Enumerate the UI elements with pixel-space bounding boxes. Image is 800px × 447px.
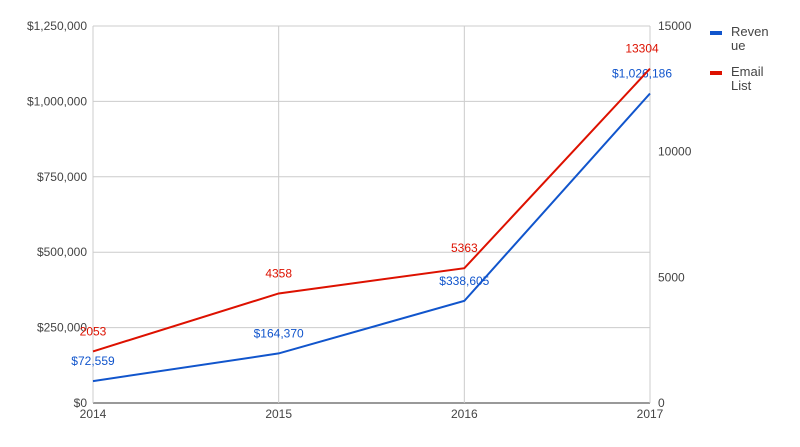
right-tick-label: 15000: [658, 19, 692, 33]
x-tick-label: 2014: [80, 407, 107, 421]
data-label: 5363: [451, 241, 478, 255]
left-tick-label: $1,000,000: [27, 94, 87, 108]
left-tick-label: $0: [74, 396, 88, 410]
right-tick-label: 0: [658, 396, 665, 410]
right-tick-label: 5000: [658, 270, 685, 284]
legend-label: Email List: [731, 64, 764, 93]
left-tick-label: $1,250,000: [27, 19, 87, 33]
right-tick-label: 10000: [658, 145, 692, 159]
data-label: 4358: [265, 266, 292, 280]
legend-item-revenue: Revenue: [710, 25, 795, 53]
data-label: $164,370: [254, 326, 304, 340]
data-label: 2053: [80, 324, 107, 338]
x-tick-label: 2016: [451, 407, 478, 421]
legend-swatch: [710, 31, 722, 35]
data-label: $1,026,186: [612, 67, 672, 81]
series-line-email-list: [92, 67, 651, 353]
x-tick-label: 2017: [637, 407, 664, 421]
legend-swatch: [710, 71, 722, 75]
series-line-revenue: [92, 92, 651, 383]
legend-item-email-list: Email List: [710, 65, 795, 93]
x-tick-label: 2015: [265, 407, 292, 421]
left-tick-label: $750,000: [37, 170, 87, 184]
data-label: 13304: [625, 42, 659, 56]
data-label: $72,559: [71, 354, 115, 368]
legend-label: Revenue: [731, 24, 769, 53]
left-tick-label: $500,000: [37, 245, 87, 259]
left-tick-label: $250,000: [37, 321, 87, 335]
data-label: $338,605: [439, 274, 489, 288]
legend: Revenue Email List: [710, 25, 795, 105]
